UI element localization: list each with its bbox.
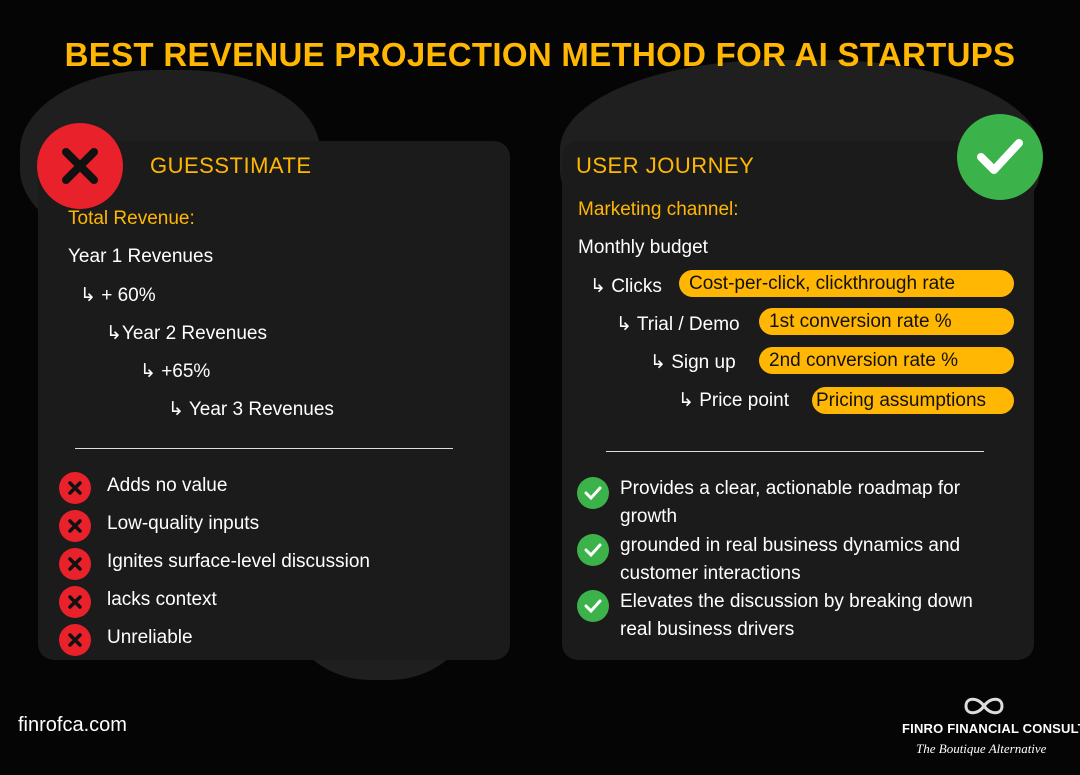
x-mark-icon <box>37 123 123 209</box>
step-price: ↳ Price point <box>678 390 789 411</box>
x-circle-icon <box>59 510 91 542</box>
con-item: Unreliable <box>107 627 193 648</box>
check-mark-icon <box>957 114 1043 200</box>
divider <box>606 451 984 452</box>
divider <box>75 448 453 449</box>
tree-item: Year 1 Revenues <box>68 246 214 267</box>
page-title: BEST REVENUE PROJECTION METHOD FOR AI ST… <box>64 36 1016 73</box>
marketing-channel-label: Marketing channel: <box>578 199 739 220</box>
check-circle-icon <box>577 477 609 509</box>
x-circle-icon <box>59 624 91 656</box>
brand-tagline: The Boutique Alternative <box>916 741 1047 756</box>
con-item: Low-quality inputs <box>107 513 260 534</box>
total-revenue-label: Total Revenue: <box>68 208 195 229</box>
tag-signup: 2nd conversion rate % <box>759 347 1014 374</box>
monthly-budget: Monthly budget <box>578 237 708 258</box>
tag-clicks: Cost-per-click, clickthrough rate <box>679 270 1014 297</box>
step-clicks: ↳ Clicks <box>590 276 662 297</box>
tree-item: ↳ +65% <box>140 361 211 382</box>
con-item: Adds no value <box>107 475 228 496</box>
con-item: lacks context <box>107 589 217 610</box>
guesstimate-panel <box>38 141 510 660</box>
x-circle-icon <box>59 472 91 504</box>
con-item: Ignites surface-level discussion <box>107 551 370 572</box>
brand-name: FINRO FINANCIAL CONSULTING <box>902 721 1080 736</box>
tree-item: ↳ Year 3 Revenues <box>168 399 334 420</box>
infinity-logo-icon <box>960 694 1008 723</box>
guesstimate-heading: GUESSTIMATE <box>150 153 312 178</box>
step-trial: ↳ Trial / Demo <box>616 314 740 335</box>
x-circle-icon <box>59 586 91 618</box>
check-circle-icon <box>577 534 609 566</box>
tree-item: ↳Year 2 Revenues <box>106 323 267 344</box>
user-journey-heading: USER JOURNEY <box>576 153 755 178</box>
tree-item: ↳ + 60% <box>80 285 156 306</box>
website-link[interactable]: finrofca.com <box>18 714 127 736</box>
step-signup: ↳ Sign up <box>650 352 736 373</box>
x-circle-icon <box>59 548 91 580</box>
tag-price: Pricing assumptions <box>812 387 1014 414</box>
pro-item: Elevates the discussion by breaking down… <box>620 591 973 640</box>
check-circle-icon <box>577 590 609 622</box>
pro-item: grounded in real business dynamics and cu… <box>620 535 961 584</box>
tag-trial: 1st conversion rate % <box>759 308 1014 335</box>
pro-item: Provides a clear, actionable roadmap for… <box>620 478 961 527</box>
